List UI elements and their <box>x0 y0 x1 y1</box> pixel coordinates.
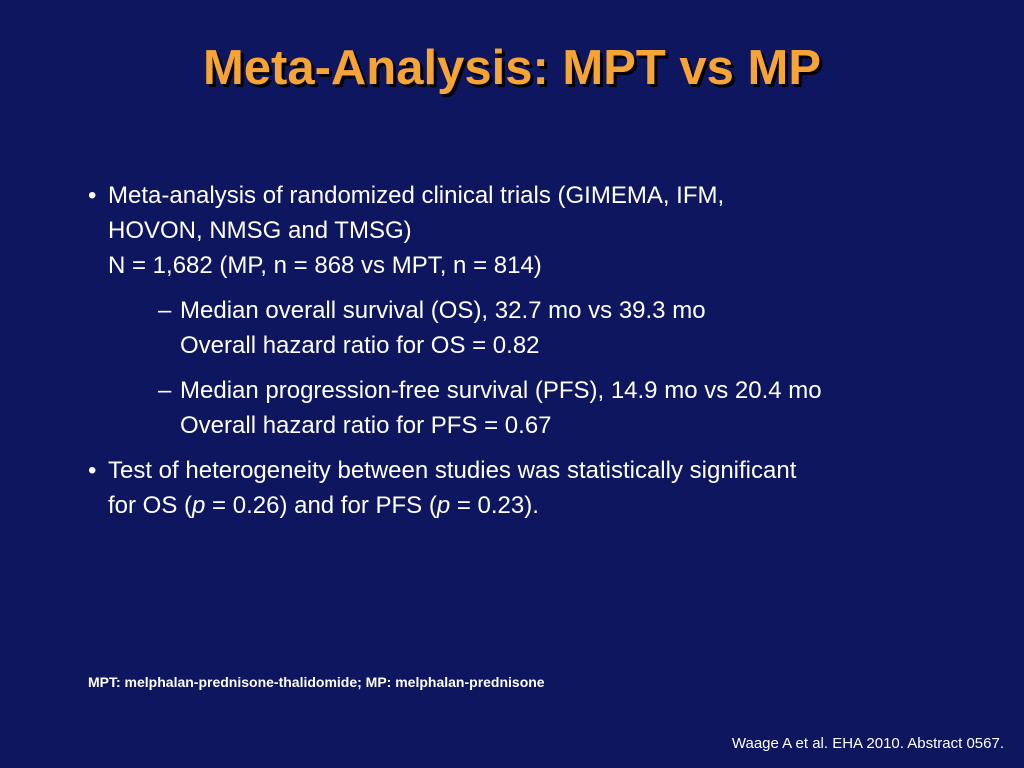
bullet-meta-analysis: • Meta-analysis of randomized clinical t… <box>88 178 948 443</box>
p-value-symbol: p <box>436 492 451 519</box>
bullet-text-line: Test of heterogeneity between studies wa… <box>108 457 797 484</box>
subbullet-marker: – <box>158 377 172 404</box>
bullet-text-line: HOVON, NMSG and TMSG) <box>108 217 412 244</box>
bullet-heterogeneity: • Test of heterogeneity between studies … <box>88 453 948 523</box>
subbullet-marker: – <box>158 297 172 324</box>
subbullet-text-line: Median overall survival (OS), 32.7 mo vs… <box>180 297 706 324</box>
bullet-text-line: for OS (p = 0.26) and for PFS (p = 0.23)… <box>108 488 948 523</box>
subbullet-progression-free-survival: – Median progression-free survival (PFS)… <box>108 373 948 443</box>
text-segment: = 0.23). <box>450 492 539 519</box>
bullet-marker: • <box>88 457 97 484</box>
abbreviations-footnote: MPT: melphalan-prednisone-thalidomide; M… <box>88 674 545 690</box>
slide-title: Meta-Analysis: MPT vs MP <box>202 41 822 95</box>
bullet-text-line: N = 1,682 (MP, n = 868 vs MPT, n = 814) <box>108 252 542 279</box>
p-value-symbol: p <box>192 492 206 519</box>
slide-body: • Meta-analysis of randomized clinical t… <box>88 178 948 523</box>
bullet-marker: • <box>88 182 97 209</box>
subbullet-text-line: Overall hazard ratio for OS = 0.82 <box>180 332 540 359</box>
subbullet-overall-survival: – Median overall survival (OS), 32.7 mo … <box>108 293 948 363</box>
subbullet-text-line: Median progression-free survival (PFS), … <box>180 377 822 404</box>
subbullet-text-line: Overall hazard ratio for PFS = 0.67 <box>180 412 552 439</box>
text-segment: = 0.26) and for PFS ( <box>205 492 437 519</box>
bullet-text-line: Meta-analysis of randomized clinical tri… <box>108 182 725 209</box>
source-citation: Waage A et al. EHA 2010. Abstract 0567. <box>731 735 1004 752</box>
text-segment: for OS ( <box>108 492 193 519</box>
